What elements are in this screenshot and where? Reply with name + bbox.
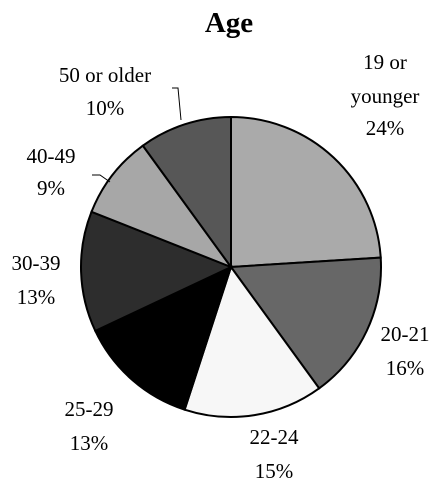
pie-slice-25-29: [93, 265, 233, 411]
category-label-20-21-0: 20-21: [381, 322, 430, 346]
leader-lines: [92, 87, 182, 183]
pie-slice-30-39: [79, 210, 234, 333]
value-label-50-or-older: 10%: [86, 96, 125, 120]
chart-title: Age: [205, 7, 253, 39]
pie-slice-20-21: [229, 256, 382, 390]
category-label-19-or-younger-0: 19 or: [363, 50, 407, 74]
category-label-22-24-0: 22-24: [250, 425, 299, 449]
value-label-19-or-younger: 24%: [366, 116, 405, 140]
category-label-40-49-0: 40-49: [27, 144, 76, 168]
pie-slice-22-24: [183, 264, 321, 418]
pie-slice-19-or-younger: [230, 115, 382, 269]
value-label-40-49: 9%: [37, 176, 65, 200]
leader-line-40-49: [92, 174, 111, 183]
slice-labels: 19 or younger 24% 20-21 16% 22-24 15% 25-29 13% 3…: [12, 50, 430, 483]
value-label-20-21: 16%: [386, 356, 425, 380]
category-label-50-or-older-0: 50 or older: [59, 63, 151, 87]
category-label-30-39-0: 30-39: [12, 251, 61, 275]
pie-slice-50-or-older: [141, 115, 232, 271]
pie-slices: [79, 115, 382, 418]
value-label-25-29: 13%: [70, 431, 109, 455]
pie-slice-40-49: [90, 144, 234, 270]
category-label-19-or-younger-1: younger: [351, 84, 420, 108]
leader-line-50-or-older: [172, 87, 182, 121]
value-label-30-39: 13%: [17, 285, 56, 309]
category-label-25-29-0: 25-29: [65, 397, 114, 421]
value-label-22-24: 15%: [255, 459, 294, 483]
